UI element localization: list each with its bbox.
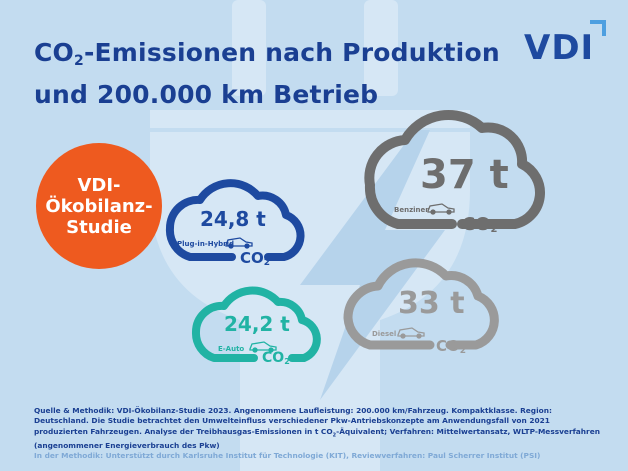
cloud-diesel-value: 33 t xyxy=(398,286,465,321)
cloud-e-auto-label: E-Auto xyxy=(218,345,245,353)
footer-note: In der Methodik: Unterstützt durch Karls… xyxy=(34,451,541,461)
cloud-e-auto-outline xyxy=(191,286,321,362)
car-icon xyxy=(397,327,425,339)
cloud-e-auto-value: 24,2 t xyxy=(224,312,290,336)
footer-text-cont: -Äquivalent; Verfahren: Mittelwertansatz… xyxy=(34,426,600,450)
cloud-benziner-label: Benziner xyxy=(394,206,429,214)
badge-line-2: Ökobilanz- xyxy=(45,195,153,217)
cloud-plugin-hybrid-label: Plug-in-Hybrid xyxy=(177,240,235,248)
cloud-benziner-outline xyxy=(364,110,545,229)
cloud-plugin-hybrid-value: 24,8 t xyxy=(200,207,266,231)
cloud-diesel-outline xyxy=(343,258,499,350)
footer-text: Quelle & Methodik: VDI-Ökobilanz-Studie … xyxy=(34,406,552,436)
footer-sub: 2 xyxy=(332,432,337,439)
logo-corner-mark xyxy=(590,20,606,36)
cloud-diesel-label: Diesel xyxy=(372,330,397,338)
cloud-benziner-value: 37 t xyxy=(420,152,509,198)
cloud-plugin-hybrid-unit: CO2 xyxy=(240,249,271,268)
badge-line-1: VDI- xyxy=(77,174,121,196)
source-footer: Quelle & Methodik: VDI-Ökobilanz-Studie … xyxy=(34,406,604,462)
cloud-benziner-unit: CO2 xyxy=(462,214,498,235)
car-icon xyxy=(249,341,277,353)
study-badge: VDI- Ökobilanz- Studie xyxy=(36,143,162,269)
car-icon xyxy=(225,237,253,249)
cloud-plugin-hybrid-outline xyxy=(165,179,305,261)
cloud-e-auto-unit: CO2 xyxy=(262,350,290,366)
badge-line-3: Studie xyxy=(66,216,132,238)
cloud-diesel-unit: CO2 xyxy=(436,337,467,356)
vdi-logo: VDI xyxy=(524,28,595,68)
page-title: CO2-Emissionen nach Produktion und 200.0… xyxy=(34,38,500,109)
car-icon xyxy=(427,203,455,215)
lightning-background-icon xyxy=(300,130,445,400)
